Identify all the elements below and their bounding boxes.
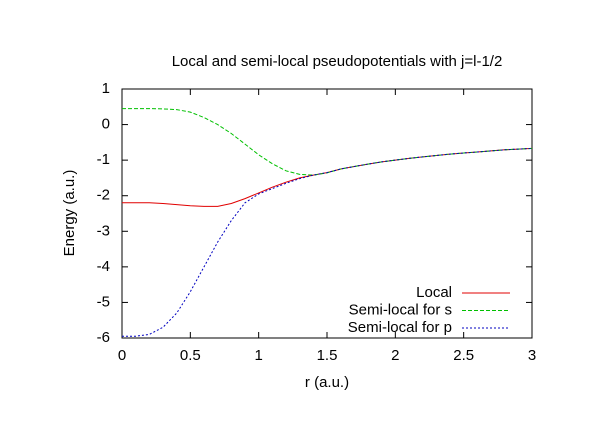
y-tick-label: -4: [97, 258, 110, 275]
legend-label: Semi-local for p: [348, 319, 452, 336]
y-tick-label: -6: [97, 329, 110, 346]
legend-label: Local: [416, 284, 452, 301]
chart-title: Local and semi-local pseudopotentials wi…: [172, 53, 503, 70]
y-tick-label: 0: [102, 116, 110, 133]
series-line: [122, 147, 533, 337]
y-axis-label: Energy (a.u.): [61, 170, 78, 257]
x-axis-label: r (a.u.): [305, 374, 349, 391]
x-tick-label: 0: [118, 347, 126, 364]
y-tick-label: -3: [97, 222, 110, 239]
x-tick-label: 1: [254, 347, 262, 364]
x-tick-label: 1.5: [317, 347, 338, 364]
legend-label: Semi-local for s: [349, 301, 452, 318]
x-tick-label: 3: [528, 347, 536, 364]
y-tick-label: -5: [97, 293, 110, 310]
y-tick-label: -2: [97, 187, 110, 204]
x-tick-label: 2.5: [453, 347, 474, 364]
x-tick-label: 0.5: [180, 347, 201, 364]
x-tick-label: 2: [391, 347, 399, 364]
y-tick-label: 1: [102, 80, 110, 97]
y-tick-label: -1: [97, 151, 110, 168]
